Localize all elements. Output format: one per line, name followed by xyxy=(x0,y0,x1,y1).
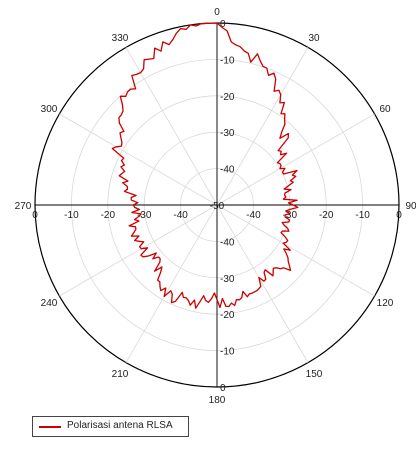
data-point xyxy=(280,150,282,152)
data-point xyxy=(258,276,260,279)
data-point xyxy=(160,271,162,273)
grid-spoke xyxy=(59,204,218,297)
angle-tick-label: 300 xyxy=(41,104,58,115)
series-group xyxy=(111,22,299,309)
grid-spoke xyxy=(216,204,309,363)
data-point xyxy=(152,258,154,260)
angle-tick-label: 90 xyxy=(405,201,416,212)
data-point xyxy=(199,301,201,303)
data-point xyxy=(292,204,295,206)
grid-spoke xyxy=(216,47,309,206)
data-point xyxy=(243,50,245,52)
data-point xyxy=(266,67,268,69)
angle-tick-label: 270 xyxy=(15,201,32,212)
angle-tick-label: 120 xyxy=(377,298,394,309)
radial-tick-label: -30 xyxy=(220,128,235,139)
radial-tick-label: -40 xyxy=(173,210,188,221)
data-point xyxy=(125,95,127,97)
data-point xyxy=(272,271,274,273)
angle-tick-label: 180 xyxy=(209,395,226,406)
radial-tick-label: 0 xyxy=(32,210,38,221)
radial-tick-label: -30 xyxy=(220,274,235,285)
polar-grid xyxy=(34,22,400,388)
radial-tick-label: -30 xyxy=(137,210,152,221)
data-point xyxy=(216,299,218,301)
data-point xyxy=(163,295,165,298)
angle-tick-label: 210 xyxy=(112,369,129,380)
data-point xyxy=(115,146,117,148)
data-point xyxy=(118,122,121,124)
data-point xyxy=(160,50,162,52)
data-point xyxy=(130,235,133,237)
grid-spoke xyxy=(125,204,218,363)
data-point xyxy=(288,265,291,267)
angle-tick-label: 330 xyxy=(112,33,129,44)
data-point xyxy=(140,248,142,250)
data-point xyxy=(139,72,142,74)
radial-tick-label: -30 xyxy=(283,210,298,221)
angle-tick-label: 30 xyxy=(308,33,320,44)
grid-spoke xyxy=(59,113,218,206)
grid-spoke xyxy=(216,204,375,297)
radial-tick-label: -10 xyxy=(220,55,235,66)
data-point xyxy=(284,192,286,194)
data-point xyxy=(284,216,286,218)
radial-tick-label: -10 xyxy=(64,210,79,221)
angle-tick-label: 240 xyxy=(41,298,58,309)
angle-tick-label: 0 xyxy=(214,7,220,18)
radial-tick-label: 0 xyxy=(220,383,226,394)
radial-tick-label: -50 xyxy=(210,201,225,212)
radial-tick-label: 0 xyxy=(220,19,226,30)
series-line xyxy=(111,22,299,309)
data-point xyxy=(248,293,250,295)
angle-tick-label: 150 xyxy=(306,369,323,380)
radial-tick-label: 0 xyxy=(396,210,402,221)
radial-tick-label: -40 xyxy=(220,237,235,248)
grid-spoke xyxy=(216,113,375,206)
data-point xyxy=(216,22,218,24)
data-point xyxy=(288,230,290,232)
radial-tick-label: -20 xyxy=(220,310,235,321)
data-point xyxy=(280,94,282,96)
angle-tick-label: 60 xyxy=(379,104,391,115)
data-point xyxy=(182,296,184,298)
radial-tick-label: -10 xyxy=(220,347,235,358)
radial-tick-label: -10 xyxy=(355,210,370,221)
data-point xyxy=(132,204,134,206)
radial-tick-labels: -50 -40 -40 -40 -40 -30 -30 -30 -30 -20 -20 -20 -20 -… xyxy=(32,19,402,394)
radial-tick-label: -40 xyxy=(246,210,261,221)
legend: Polarisasi antena RLSA xyxy=(32,416,189,437)
legend-label: Polarisasi antena RLSA xyxy=(67,420,173,431)
radial-tick-label: -20 xyxy=(101,210,116,221)
data-point xyxy=(279,168,281,170)
data-point xyxy=(133,218,136,221)
angle-tick-labels: 0 30 60 90 120 150 180 210 240 270 300 330 xyxy=(15,7,416,406)
data-point xyxy=(284,123,286,125)
grid-spoke xyxy=(125,47,218,206)
data-point xyxy=(234,304,236,306)
radial-tick-label: -20 xyxy=(319,210,334,221)
data-point xyxy=(185,28,187,30)
data-point xyxy=(295,175,297,177)
radial-tick-label: -40 xyxy=(220,165,235,176)
data-point xyxy=(124,170,126,172)
data-point xyxy=(126,188,128,190)
data-point xyxy=(282,242,284,244)
radial-tick-label: -20 xyxy=(220,92,235,103)
legend-swatch-line xyxy=(39,426,61,428)
